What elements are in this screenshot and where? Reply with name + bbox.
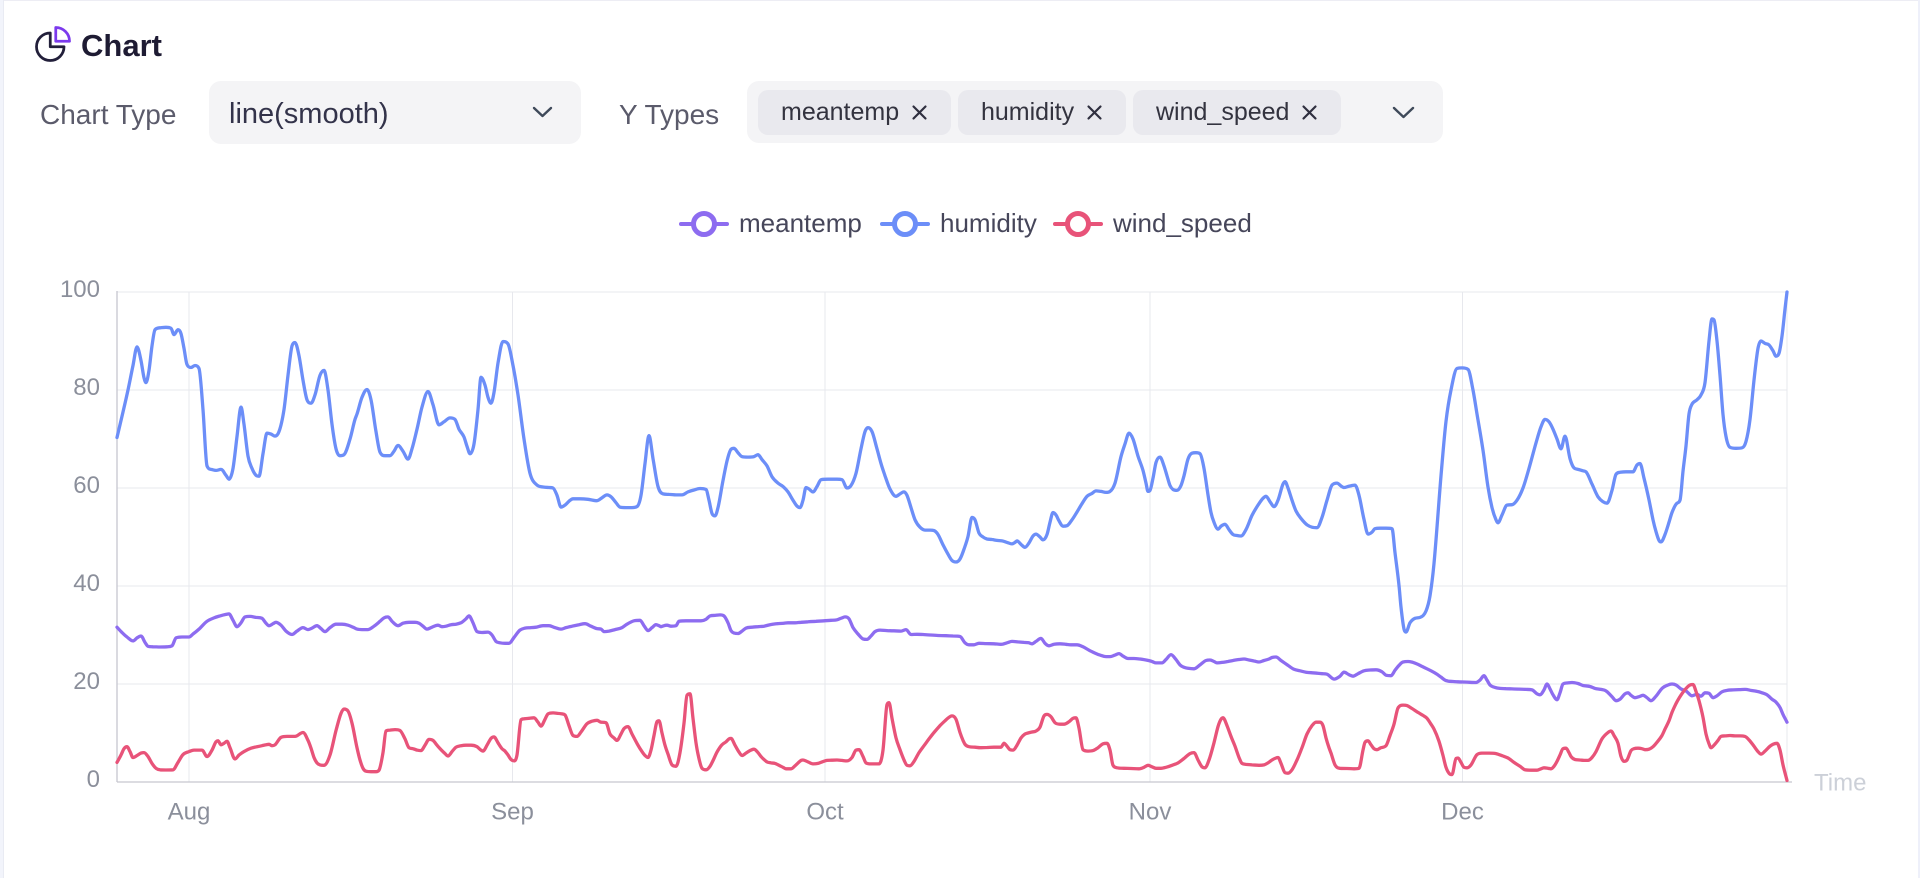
svg-text:Oct: Oct bbox=[806, 799, 844, 826]
svg-text:0: 0 bbox=[87, 766, 100, 793]
svg-text:20: 20 bbox=[73, 668, 100, 695]
svg-text:80: 80 bbox=[73, 374, 100, 401]
svg-text:Time: Time bbox=[1814, 770, 1866, 797]
svg-text:40: 40 bbox=[73, 570, 100, 597]
svg-text:100: 100 bbox=[60, 276, 100, 303]
svg-text:60: 60 bbox=[73, 472, 100, 499]
svg-text:Aug: Aug bbox=[168, 799, 211, 826]
svg-text:Dec: Dec bbox=[1441, 799, 1484, 826]
svg-text:Sep: Sep bbox=[491, 799, 534, 826]
svg-text:Nov: Nov bbox=[1129, 799, 1172, 826]
